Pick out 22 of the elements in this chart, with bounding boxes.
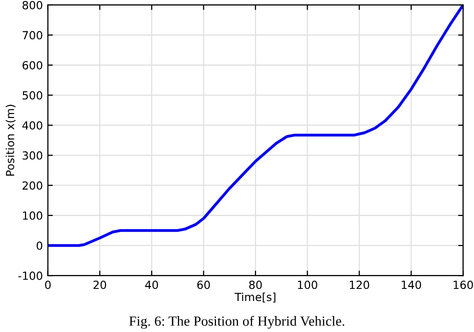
y-tick-label: 600 (22, 61, 42, 70)
y-tick-label: 200 (22, 181, 42, 190)
x-tick-label: 20 (94, 280, 106, 290)
y-tick-label: 400 (22, 121, 42, 130)
x-axis-title: Time[s] (234, 292, 276, 302)
caption: Fig. 6: The Position of Hybrid Vehicle. (129, 316, 344, 329)
x-tick-label: 160 (454, 280, 473, 290)
x-tick-label: 60 (197, 280, 210, 290)
x-tick-label: 100 (298, 280, 318, 290)
x-tick-label: 40 (145, 280, 158, 290)
y-tick-label: 500 (22, 91, 42, 100)
x-tick-label: 80 (249, 280, 262, 290)
y-tick-label: 0 (36, 241, 42, 250)
y-tick-label: -100 (18, 272, 42, 280)
y-axis-title: Position x(m) (6, 104, 16, 176)
y-tick-label: 700 (22, 31, 42, 40)
y-tick-label: 100 (23, 211, 42, 220)
y-tick-label: 800 (22, 0, 42, 10)
x-tick-label: 0 (45, 280, 51, 290)
x-tick-label: 120 (350, 280, 370, 290)
y-tick-label: 300 (22, 151, 42, 160)
x-tick-label: 140 (402, 280, 422, 290)
